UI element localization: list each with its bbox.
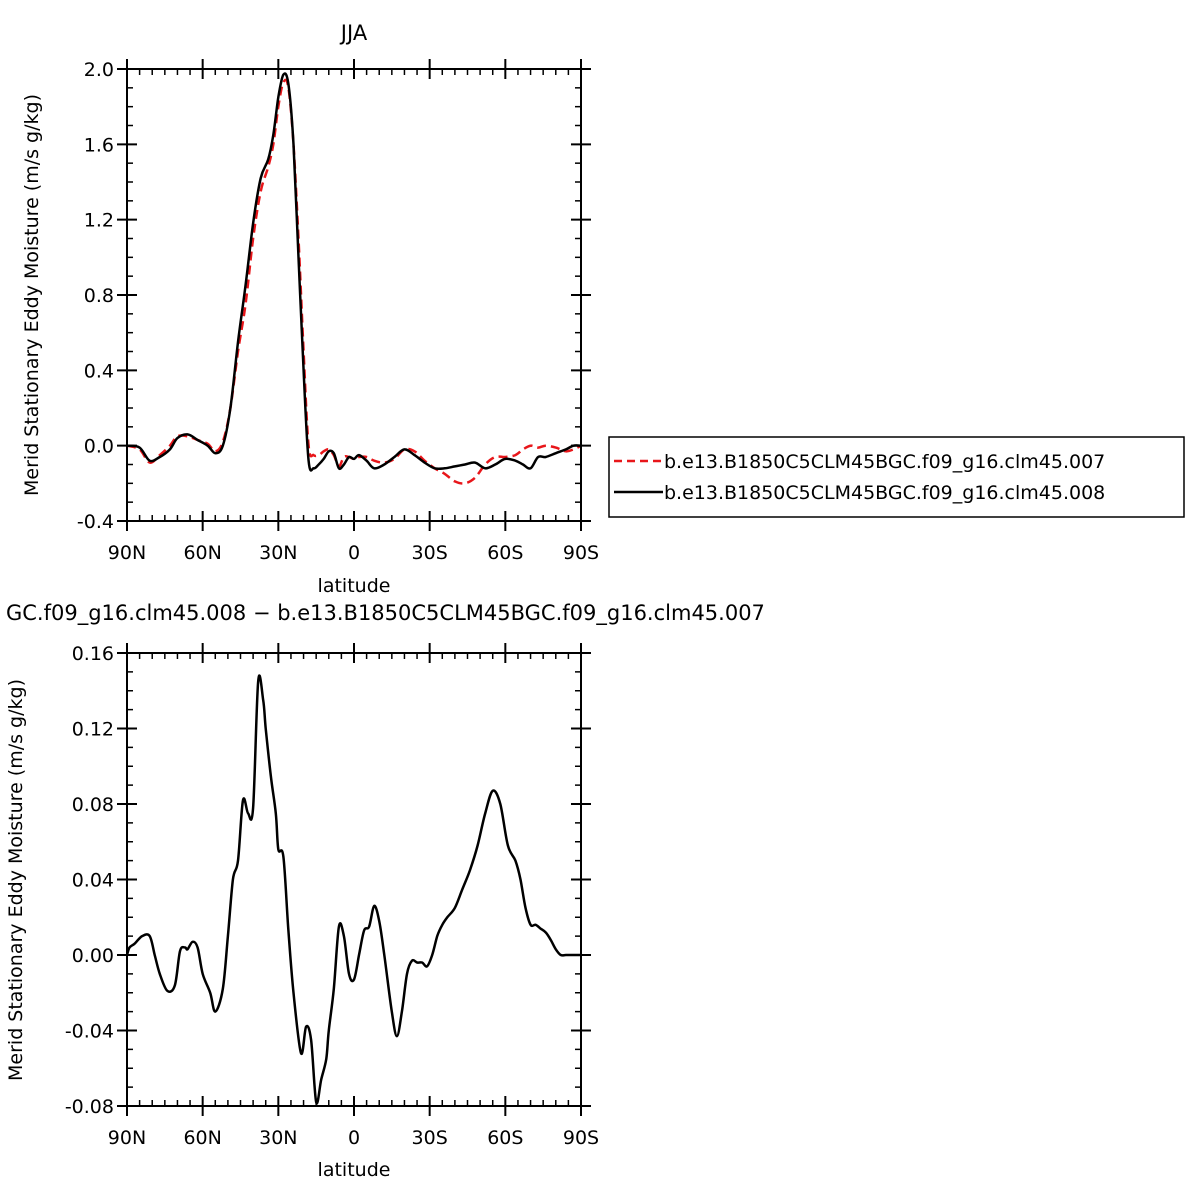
x-tick-label: 60N xyxy=(183,542,221,564)
x-tick-label: 0 xyxy=(348,542,360,564)
series-line-top-1 xyxy=(126,72,582,472)
x-tick-label: 0 xyxy=(348,1127,360,1149)
x-axis-label-bottom: latitude xyxy=(318,1159,391,1181)
axes-top: -0.4 0.0 0.4 0.8 1.2 1.6 2.0 90N 60N 30N 0 30S 60S 90… xyxy=(77,59,599,564)
plot-frame-bottom xyxy=(126,652,582,1107)
y-tick-label: 0.04 xyxy=(72,870,114,892)
chart-title-top: JJA xyxy=(339,21,368,45)
chart-title-bottom: GC.f09_g16.clm45.008 − b.e13.B1850C5CLM4… xyxy=(6,601,765,626)
y-tick-label: -0.4 xyxy=(77,511,114,533)
x-tick-label: 30S xyxy=(412,542,448,564)
x-tick-label: 90N xyxy=(108,542,146,564)
series-line-top-0 xyxy=(126,78,582,485)
y-tick-label: 0.12 xyxy=(72,719,114,741)
y-tick-label: 2.0 xyxy=(84,59,114,81)
legend-label-007: b.e13.B1850C5CLM45BGC.f09_g16.clm45.007 xyxy=(664,451,1105,473)
legend-box xyxy=(608,436,1185,518)
y-tick-label: 0.00 xyxy=(72,945,114,967)
x-tick-label: 60S xyxy=(487,542,523,564)
y-tick-label: 1.2 xyxy=(84,210,114,232)
legend-label-008: b.e13.B1850C5CLM45BGC.f09_g16.clm45.008 xyxy=(664,482,1105,504)
plot-frame-top xyxy=(126,68,582,522)
series-line-bottom-0 xyxy=(125,674,581,1105)
y-tick-label: -0.04 xyxy=(65,1021,114,1043)
x-tick-label: 90N xyxy=(108,1127,146,1149)
y-tick-label: 0.08 xyxy=(72,794,114,816)
chart-panel-top: JJA -0.4 0.0 0.4 0.8 1.2 1.6 2.0 90N 60N 30N 0 30S 6… xyxy=(21,21,599,597)
x-tick-label: 30N xyxy=(259,1127,297,1149)
y-tick-label: 0.8 xyxy=(84,285,114,307)
x-tick-label: 30N xyxy=(259,542,297,564)
x-tick-label: 90S xyxy=(563,542,599,564)
x-tick-label: 60N xyxy=(183,1127,221,1149)
y-tick-label: 0.4 xyxy=(84,360,114,382)
axes-bottom: -0.08 -0.04 0.00 0.04 0.08 0.12 0.16 90N 60N 30N 0… xyxy=(65,643,599,1149)
series-group-bottom xyxy=(125,674,581,1105)
series-group-top xyxy=(126,72,582,485)
x-tick-label: 60S xyxy=(487,1127,523,1149)
chart-panel-bottom: GC.f09_g16.clm45.008 − b.e13.B1850C5CLM4… xyxy=(5,601,765,1181)
y-axis-label-top: Merid Stationary Eddy Moisture (m/s g/kg… xyxy=(21,94,43,496)
y-tick-label: 0.0 xyxy=(84,436,114,458)
y-tick-label: 1.6 xyxy=(84,134,114,156)
x-axis-label-top: latitude xyxy=(318,575,391,597)
y-tick-label: 0.16 xyxy=(72,643,114,665)
y-tick-label: -0.08 xyxy=(65,1096,114,1118)
legend: b.e13.B1850C5CLM45BGC.f09_g16.clm45.007 … xyxy=(608,436,1185,518)
y-axis-label-bottom: Merid Stationary Eddy Moisture (m/s g/kg… xyxy=(5,679,27,1081)
x-tick-label: 90S xyxy=(563,1127,599,1149)
x-tick-label: 30S xyxy=(412,1127,448,1149)
